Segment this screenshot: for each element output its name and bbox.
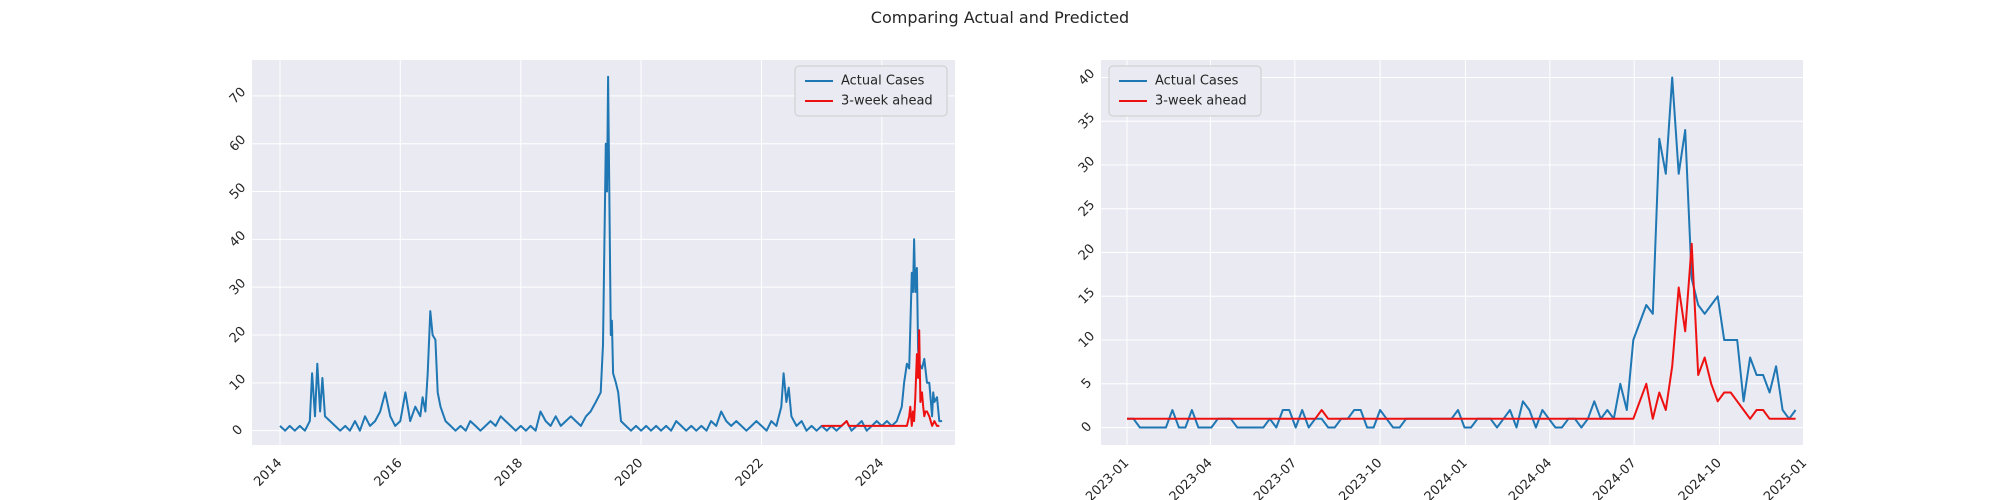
gridlines <box>1101 60 1806 445</box>
legend-box <box>1108 65 1262 117</box>
x-tick-label: 2024-01 <box>1422 456 1471 500</box>
y-tick-label: 30 <box>227 276 249 298</box>
three-week-ahead-line <box>1127 242 1796 420</box>
y-tick-label: 25 <box>1076 198 1098 220</box>
right-chart-panel: 2023-01 2023-04 2023-07 2023-10 2024-01 2024-… <box>1076 60 1810 500</box>
x-tick-label: 2024-10 <box>1676 456 1725 500</box>
y-tick-label: 10 <box>227 372 249 394</box>
y-tick-label: 15 <box>1076 285 1098 307</box>
x-tick-label: 2018 <box>492 456 526 490</box>
x-tick-label: 2022 <box>733 456 767 490</box>
y-tick-label: 20 <box>1076 241 1098 263</box>
y-tick-label: 70 <box>227 85 249 107</box>
y-tick-label: 0 <box>230 422 246 438</box>
figure-title: Comparing Actual and Predicted <box>871 8 1129 27</box>
x-tick-label: 2020 <box>612 456 646 490</box>
actual-cases-line <box>279 75 943 432</box>
x-tick-label: 2023-10 <box>1336 456 1385 500</box>
x-tick-label: 2024-07 <box>1591 456 1640 500</box>
legend: Actual Cases 3-week ahead <box>794 65 948 117</box>
x-tick-label: 2025-01 <box>1761 456 1810 500</box>
y-tick-label: 20 <box>227 324 249 346</box>
x-tick-label: 2024-04 <box>1506 456 1555 500</box>
x-tick-label: 2023-01 <box>1083 456 1132 500</box>
x-tick-label: 2024 <box>853 456 887 490</box>
legend-label: Actual Cases <box>1155 74 1239 89</box>
three-week-ahead-line <box>821 329 940 427</box>
legend-label: 3-week ahead <box>841 94 933 109</box>
y-tick-label: 40 <box>227 228 249 250</box>
legend-label: Actual Cases <box>841 74 925 89</box>
legend-box <box>794 65 948 117</box>
y-tick-label: 40 <box>1076 66 1098 88</box>
y-tick-label: 30 <box>1076 154 1098 176</box>
y-tick-label: 35 <box>1076 110 1098 132</box>
x-tick-label: 2016 <box>372 456 406 490</box>
legend: Actual Cases 3-week ahead <box>1108 65 1262 117</box>
x-tick-label: 2014 <box>251 456 285 490</box>
x-tick-label: 2023-04 <box>1167 456 1216 500</box>
legend-label: 3-week ahead <box>1155 94 1247 109</box>
x-tick-label: 2023-07 <box>1251 456 1300 500</box>
y-tick-label: 60 <box>227 133 249 155</box>
y-tick-label: 50 <box>227 180 249 202</box>
y-tick-label: 10 <box>1076 329 1098 351</box>
y-tick-label: 5 <box>1079 376 1095 392</box>
y-tick-label: 0 <box>1079 419 1095 435</box>
left-chart-panel: 2014 2016 2018 2020 2022 2024 0 10 20 30 40 50 60 70 A… <box>227 60 955 490</box>
